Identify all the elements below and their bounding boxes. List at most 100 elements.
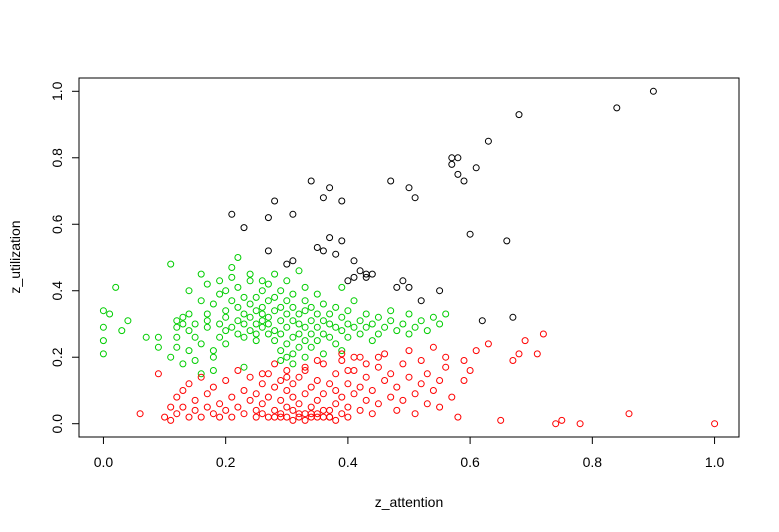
data-point [264,280,272,288]
data-point [179,320,187,328]
data-point [436,287,444,295]
data-point [271,327,279,335]
data-point [118,327,126,335]
data-point [252,293,260,301]
data-point [362,360,370,368]
x-tick-label: 0.2 [216,454,236,470]
data-point [240,224,248,232]
data-point [203,403,211,411]
data-point [417,357,425,364]
data-point [301,283,309,291]
data-point [472,164,480,172]
data-point [503,237,511,245]
y-tick-label: 0.6 [49,214,65,234]
data-point [228,323,236,331]
data-point [319,247,327,255]
y-tick-label: 0.0 [49,414,65,434]
data-point [271,406,279,414]
data-point [350,257,358,265]
data-point [173,343,181,351]
data-point [533,350,541,358]
data-point [362,396,370,404]
data-point [197,270,205,278]
data-point [252,413,260,421]
data-point [423,370,431,378]
data-point [228,297,236,305]
data-point [99,350,107,358]
data-point [295,400,303,408]
data-point [301,367,309,374]
data-point [307,330,315,338]
data-point [374,330,382,338]
data-point [185,310,193,318]
data-point [411,323,419,331]
y-tick-label: 0.4 [49,281,65,301]
data-point [411,410,419,418]
data-point [429,313,437,321]
data-point [277,287,285,295]
data-point [338,237,346,245]
data-point [356,330,364,338]
data-point [338,283,346,291]
data-point [393,406,401,414]
data-point [368,410,376,418]
data-point [356,317,364,325]
data-point [448,393,456,401]
data-point [216,277,224,285]
data-point [136,410,144,418]
data-point [313,310,321,318]
data-point [216,413,224,421]
data-point [240,320,248,328]
data-point [173,323,181,331]
data-point [350,273,358,281]
data-point [283,310,291,318]
data-point [509,357,517,364]
data-point [411,390,419,398]
data-point [332,323,340,331]
data-point [167,353,175,361]
data-point [301,307,309,315]
data-point [460,357,468,364]
data-point [319,300,327,308]
data-point [264,247,272,255]
data-point [197,370,205,378]
data-point [338,410,346,418]
data-point [301,416,309,424]
data-point [240,387,248,394]
y-axis-label: z_utilization [7,220,23,293]
data-point [246,396,254,404]
data-point [405,347,413,355]
data-point [417,317,425,325]
data-point [173,333,181,341]
data-point [191,396,199,404]
data-point [179,403,187,411]
data-point [185,413,193,421]
data-point [283,297,291,305]
data-point [185,347,193,355]
data-point [167,416,175,424]
data-point [326,184,334,192]
data-point [381,377,389,384]
data-point [222,287,230,295]
data-point [381,350,389,358]
data-point [478,317,486,325]
data-point [515,350,523,358]
data-point [362,273,370,281]
data-point [258,277,266,285]
data-point [399,360,407,368]
x-tick-label: 0.4 [338,454,358,470]
data-point [197,413,205,421]
data-point [264,320,272,328]
data-point [649,87,657,95]
data-point [167,260,175,268]
data-point [332,303,340,311]
data-point [307,303,315,311]
data-point [191,357,199,364]
data-point [313,377,321,384]
data-point [252,320,260,328]
data-point [338,347,346,355]
data-point [228,273,236,281]
data-point [442,310,450,318]
data-point [240,310,248,318]
data-point [99,307,107,315]
